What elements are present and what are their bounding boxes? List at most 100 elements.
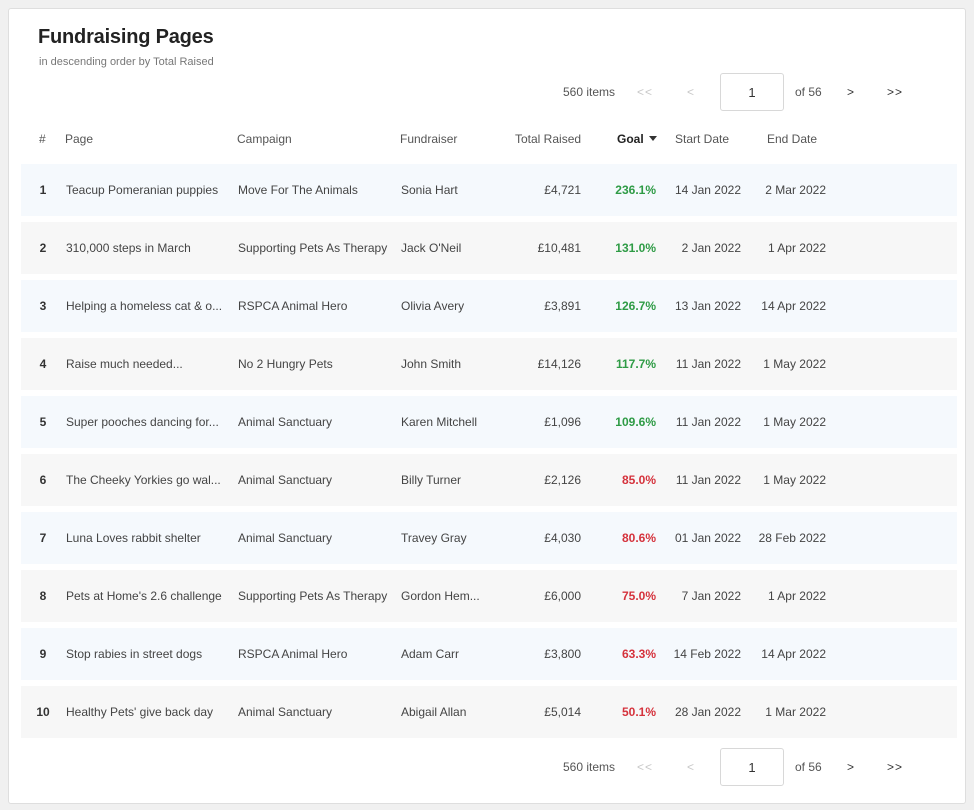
- campaign-name: Animal Sanctuary: [238, 531, 333, 545]
- row-number: 7: [39, 531, 47, 545]
- page-name-link[interactable]: 310,000 steps in March: [66, 241, 191, 255]
- page-name-link[interactable]: Super pooches dancing for...: [66, 415, 219, 429]
- total-raised-value: £3,891: [544, 299, 581, 313]
- end-date: 14 Apr 2022: [761, 299, 826, 313]
- page-title: Fundraising Pages: [38, 26, 214, 48]
- end-date: 2 Mar 2022: [765, 183, 826, 197]
- campaign-name: RSPCA Animal Hero: [238, 647, 348, 661]
- column-header-goal[interactable]: Goal: [617, 132, 657, 146]
- campaign-name: Animal Sanctuary: [238, 473, 333, 487]
- goal-percentage: 109.6%: [615, 415, 656, 429]
- page-number-input[interactable]: [720, 73, 784, 111]
- previous-page-button[interactable]: <: [687, 760, 695, 774]
- table-row[interactable]: 2 310,000 steps in March Supporting Pets A…: [21, 222, 957, 274]
- last-page-button[interactable]: >>: [887, 85, 904, 99]
- total-raised-value: £4,030: [544, 531, 581, 545]
- campaign-name: No 2 Hungry Pets: [238, 357, 333, 371]
- table-row[interactable]: 1 Teacup Pomeranian puppies Move For The A…: [21, 164, 957, 216]
- end-date: 14 Apr 2022: [761, 647, 826, 661]
- column-header-fundraiser[interactable]: Fundraiser: [400, 132, 458, 146]
- start-date: 11 Jan 2022: [675, 357, 741, 371]
- items-count: 560 items: [563, 85, 616, 99]
- fundraiser-name: Karen Mitchell: [401, 415, 478, 429]
- goal-percentage: 126.7%: [615, 299, 656, 313]
- page-name-link[interactable]: Helping a homeless cat & o...: [66, 299, 223, 313]
- column-header-page[interactable]: Page: [65, 132, 94, 146]
- end-date: 1 May 2022: [763, 415, 826, 429]
- table-row[interactable]: 8 Pets at Home's 2.6 challenge Supporting …: [21, 570, 957, 622]
- page-count-label: of 56: [795, 760, 822, 774]
- table-row[interactable]: 10 Healthy Pets' give back day Animal Sanc…: [21, 686, 957, 738]
- table-row[interactable]: 5 Super pooches dancing for... Animal Sanc…: [21, 396, 957, 448]
- start-date: 11 Jan 2022: [675, 415, 741, 429]
- start-date: 11 Jan 2022: [675, 473, 741, 487]
- fundraiser-name: Gordon Hem...: [401, 589, 480, 603]
- fundraiser-name: Abigail Allan: [401, 705, 467, 719]
- goal-percentage: 80.6%: [621, 531, 656, 545]
- previous-page-button[interactable]: <: [687, 85, 695, 99]
- start-date: 7 Jan 2022: [681, 589, 741, 603]
- column-header-end-date[interactable]: End Date: [767, 132, 818, 146]
- table-row[interactable]: 3 Helping a homeless cat & o... RSPCA Anim…: [21, 280, 957, 332]
- first-page-button[interactable]: <<: [637, 760, 654, 774]
- goal-percentage: 63.3%: [621, 647, 656, 661]
- page-name-link[interactable]: Raise much needed...: [66, 357, 183, 371]
- row-number: 8: [39, 589, 47, 603]
- table-row[interactable]: 6 The Cheeky Yorkies go wal... Animal Sanc…: [21, 454, 957, 506]
- fundraiser-name: Adam Carr: [401, 647, 460, 661]
- campaign-name: Supporting Pets As Therapy: [238, 241, 388, 255]
- goal-percentage: 85.0%: [621, 473, 656, 487]
- goal-percentage: 75.0%: [621, 589, 656, 603]
- start-date: 2 Jan 2022: [681, 241, 741, 255]
- total-raised-value: £4,721: [544, 183, 581, 197]
- page-name-link[interactable]: Stop rabies in street dogs: [66, 647, 203, 661]
- table-row[interactable]: 7 Luna Loves rabbit shelter Animal Sanctua…: [21, 512, 957, 564]
- next-page-button[interactable]: >: [847, 760, 855, 774]
- end-date: 1 Apr 2022: [767, 589, 826, 603]
- total-raised-value: £1,096: [544, 415, 581, 429]
- campaign-name: RSPCA Animal Hero: [238, 299, 348, 313]
- end-date: 1 Apr 2022: [767, 241, 826, 255]
- page-count-label: of 56: [795, 85, 822, 99]
- total-raised-value: £10,481: [537, 241, 581, 255]
- start-date: 13 Jan 2022: [674, 299, 741, 313]
- page-name-link[interactable]: Luna Loves rabbit shelter: [66, 531, 201, 545]
- table-header: # Page Campaign Fundraiser Total Raised …: [21, 130, 957, 150]
- column-header-goal-label: Goal: [617, 132, 644, 146]
- row-number: 1: [39, 183, 47, 197]
- goal-percentage: 117.7%: [615, 357, 656, 371]
- page-name-link[interactable]: The Cheeky Yorkies go wal...: [66, 473, 221, 487]
- goal-percentage: 131.0%: [615, 241, 656, 255]
- fundraiser-name: Billy Turner: [401, 473, 462, 487]
- first-page-button[interactable]: <<: [637, 85, 654, 99]
- total-raised-value: £2,126: [544, 473, 581, 487]
- table-row[interactable]: 4 Raise much needed... No 2 Hungry Pets Joh…: [21, 338, 957, 390]
- page-name-link[interactable]: Teacup Pomeranian puppies: [66, 183, 219, 197]
- column-header-start-date[interactable]: Start Date: [675, 132, 730, 146]
- next-page-button[interactable]: >: [847, 85, 855, 99]
- table-row[interactable]: 9 Stop rabies in street dogs RSPCA Animal …: [21, 628, 957, 680]
- pagination-top: 560 items << < of 56 > >>: [545, 72, 965, 112]
- page-name-link[interactable]: Healthy Pets' give back day: [66, 705, 214, 719]
- start-date: 28 Jan 2022: [674, 705, 741, 719]
- page-name-link[interactable]: Pets at Home's 2.6 challenge: [66, 589, 222, 603]
- row-number: 5: [39, 415, 47, 429]
- page-subtitle: in descending order by Total Raised: [39, 56, 214, 68]
- end-date: 1 May 2022: [763, 473, 826, 487]
- start-date: 14 Feb 2022: [673, 647, 741, 661]
- campaign-name: Animal Sanctuary: [238, 415, 333, 429]
- fundraiser-name: Travey Gray: [401, 531, 467, 545]
- column-header-campaign[interactable]: Campaign: [237, 132, 292, 146]
- fundraiser-name: John Smith: [401, 357, 462, 371]
- column-header-total-raised[interactable]: Total Raised: [515, 132, 582, 146]
- end-date: 28 Feb 2022: [758, 531, 826, 545]
- sort-descending-icon: [648, 136, 657, 142]
- page-number-input[interactable]: [720, 748, 784, 786]
- start-date: 14 Jan 2022: [674, 183, 741, 197]
- total-raised-value: £3,800: [544, 647, 581, 661]
- last-page-button[interactable]: >>: [887, 760, 904, 774]
- end-date: 1 May 2022: [763, 357, 826, 371]
- total-raised-value: £6,000: [544, 589, 581, 603]
- row-number: 2: [39, 241, 47, 255]
- goal-percentage: 236.1%: [615, 183, 656, 197]
